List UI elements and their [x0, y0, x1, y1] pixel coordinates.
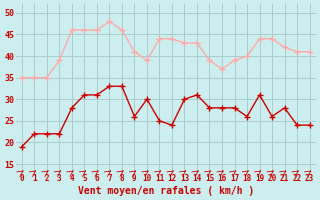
X-axis label: Vent moyen/en rafales ( km/h ): Vent moyen/en rafales ( km/h ) [77, 186, 254, 196]
